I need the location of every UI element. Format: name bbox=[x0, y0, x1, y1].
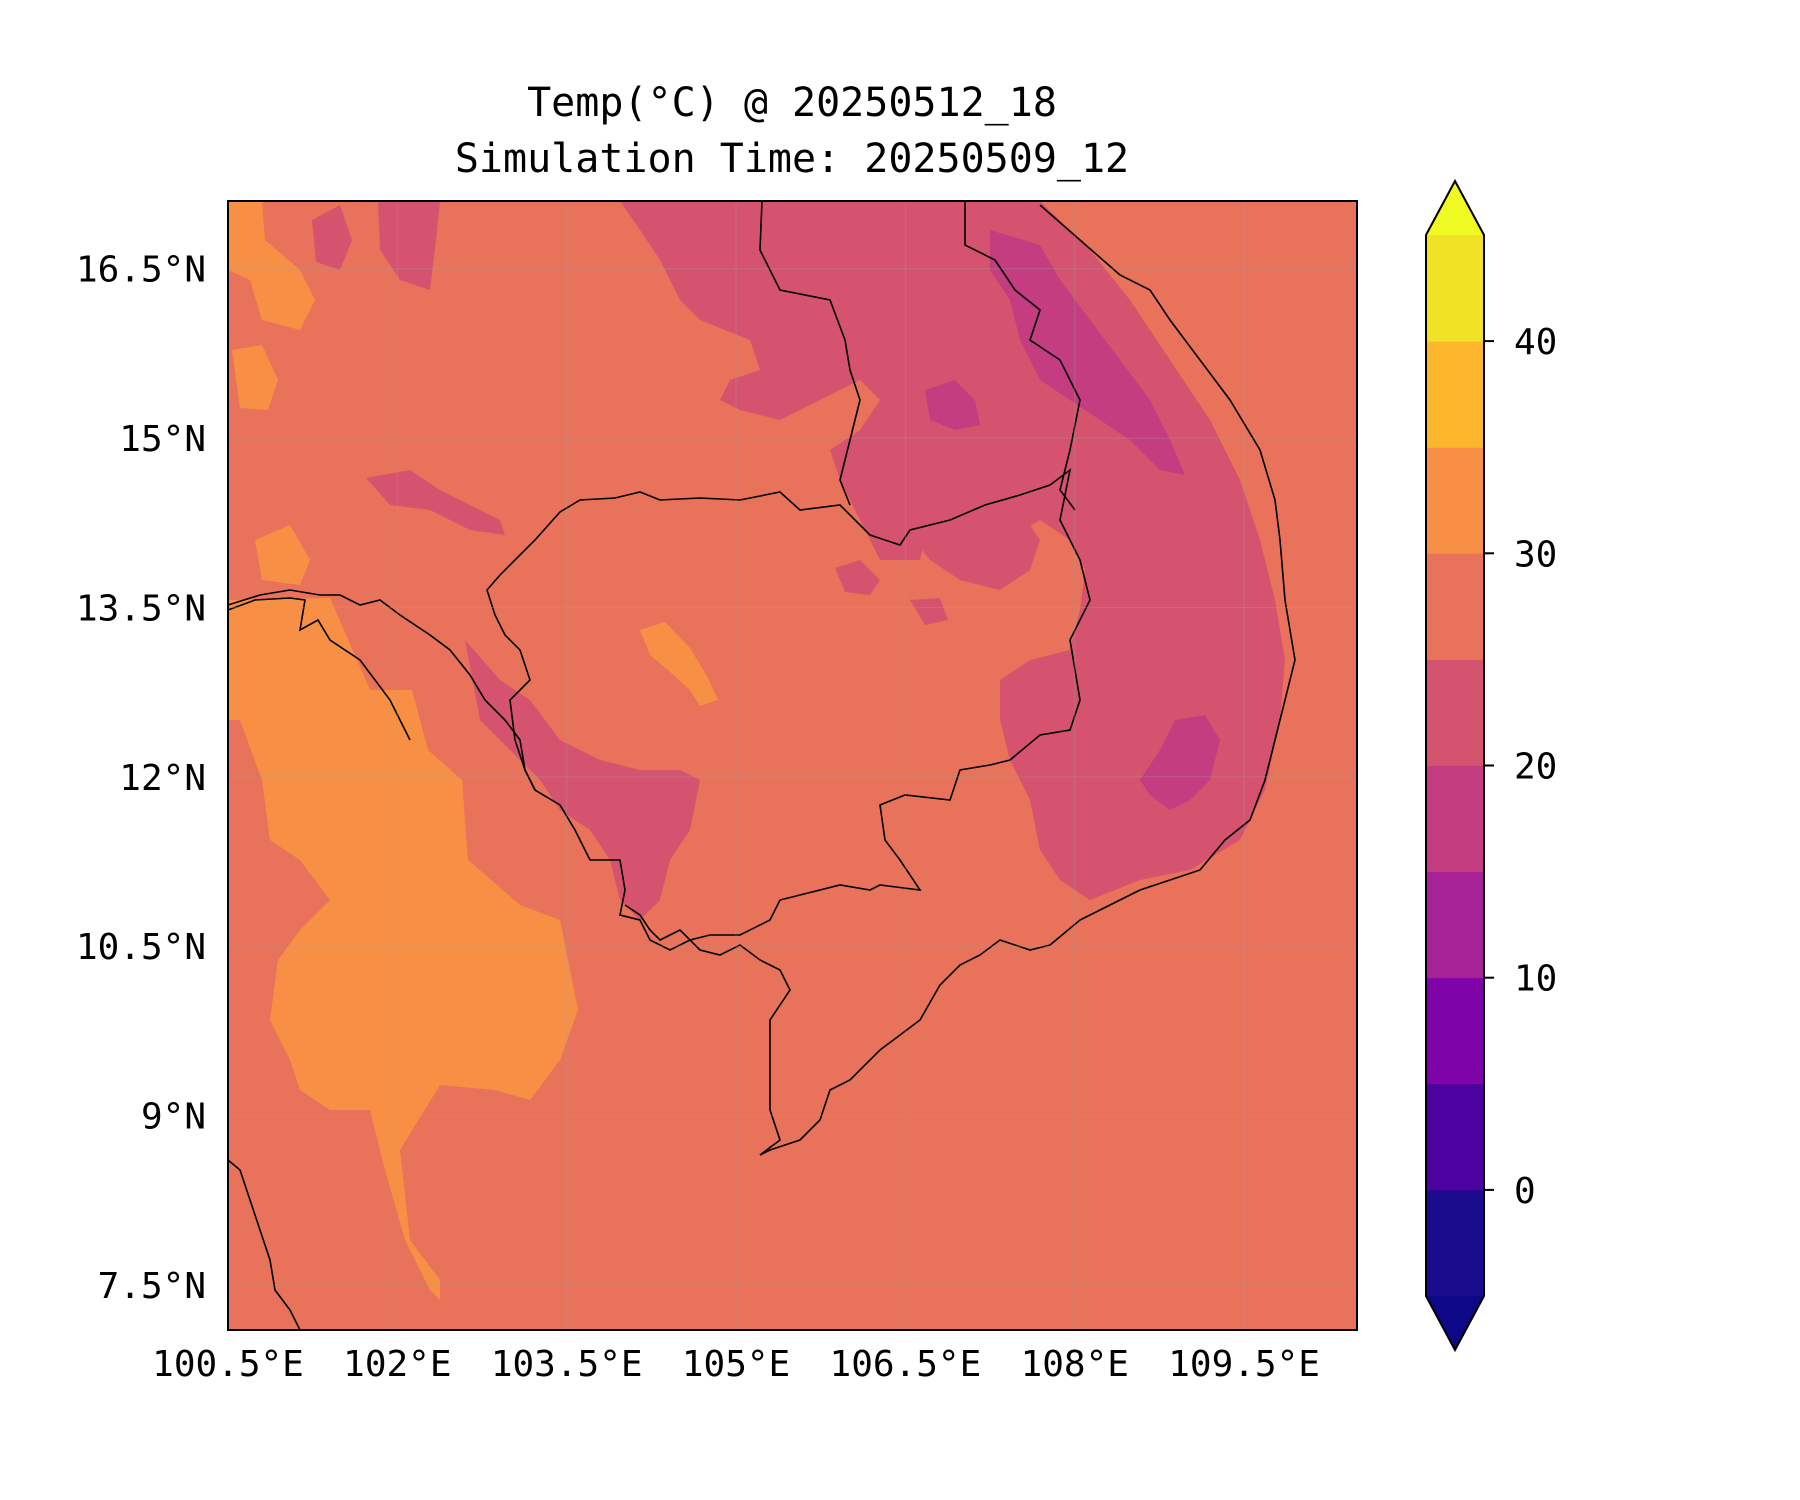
cool-region-tonle bbox=[465, 640, 700, 920]
warm-region-west2 bbox=[255, 525, 310, 585]
coolest-region-south bbox=[1140, 715, 1220, 810]
coolest-region-mid bbox=[925, 380, 980, 430]
cambodia-border bbox=[486, 468, 1091, 951]
colorbar-tick-label: 40 bbox=[1514, 322, 1557, 363]
colorbar-tick-label: 20 bbox=[1514, 747, 1557, 788]
colorbar-segment bbox=[1426, 659, 1484, 766]
title-line-2: Simulation Time: 20250509_12 bbox=[455, 136, 1129, 182]
colorbar-segment bbox=[1426, 765, 1484, 873]
map-frame bbox=[227, 200, 1358, 1331]
colorbar-segment bbox=[1426, 235, 1484, 342]
colorbar-segment bbox=[1426, 1083, 1484, 1191]
colorbar: 40 30 20 10 0 bbox=[1425, 178, 1557, 1353]
gulf-coast bbox=[624, 904, 791, 1156]
cool-region-nw2 bbox=[312, 205, 352, 270]
lon-tick-label: 102°E bbox=[343, 1344, 451, 1385]
map-outlines bbox=[228, 201, 1296, 1330]
malay-coast bbox=[228, 1159, 301, 1330]
lon-tick-label: 103.5°E bbox=[491, 1344, 643, 1385]
lat-tick-label: 13.5°N bbox=[76, 588, 206, 629]
colorbar-extend-over bbox=[1426, 181, 1484, 235]
coolest-region-highland bbox=[990, 230, 1185, 475]
cool-region-w bbox=[366, 470, 505, 535]
colorbar-segment bbox=[1426, 341, 1484, 448]
colorbar-tick-label: 0 bbox=[1514, 1171, 1536, 1212]
lon-tick-label: 105°E bbox=[682, 1344, 790, 1385]
map-grid bbox=[227, 201, 1357, 1330]
colorbar-outline bbox=[1425, 178, 1485, 1353]
laos-vn-border bbox=[964, 201, 1081, 511]
title-line-1: Temp(°C) @ 20250512_18 bbox=[527, 80, 1057, 126]
cool-region-nw bbox=[378, 201, 440, 290]
cool-region-blob bbox=[835, 560, 880, 595]
warm-region-nw bbox=[228, 201, 315, 330]
colorbar-segment bbox=[1426, 447, 1484, 554]
lat-tick-label: 9°N bbox=[141, 1096, 206, 1137]
colorbar-tick-label: 30 bbox=[1514, 534, 1557, 575]
cool-region-blob2 bbox=[910, 598, 948, 625]
lat-tick-labels: 16.5°N 15°N 13.5°N 12°N 10.5°N 9°N 7.5°N bbox=[76, 250, 206, 1307]
colorbar-tick-label: 10 bbox=[1514, 959, 1557, 1000]
colorbar-segment bbox=[1426, 977, 1484, 1085]
colorbar-segment bbox=[1426, 871, 1484, 979]
lon-tick-labels: 100.5°E 102°E 103.5°E 105°E 106.5°E 108°E 109.… bbox=[152, 1344, 1320, 1385]
laos-border bbox=[759, 201, 861, 506]
cool-region-ne-cambodia bbox=[880, 430, 1040, 590]
lon-tick-label: 100.5°E bbox=[152, 1344, 304, 1385]
lat-tick-label: 7.5°N bbox=[98, 1266, 206, 1307]
warm-region-gulf bbox=[228, 598, 578, 1300]
lon-tick-label: 109.5°E bbox=[1168, 1344, 1320, 1385]
thai-border-w bbox=[228, 597, 411, 741]
lat-tick-label: 12°N bbox=[119, 758, 206, 799]
lat-tick-label: 15°N bbox=[119, 419, 206, 460]
thai-border bbox=[228, 589, 536, 791]
lon-tick-label: 106.5°E bbox=[830, 1344, 982, 1385]
colorbar-segment bbox=[1426, 1189, 1484, 1297]
colorbar-extend-under bbox=[1426, 1296, 1484, 1350]
colorbar-segment bbox=[1426, 553, 1484, 660]
lat-tick-label: 10.5°N bbox=[76, 927, 206, 968]
vietnam-coast bbox=[759, 204, 1296, 1156]
lat-tick-label: 16.5°N bbox=[76, 250, 206, 291]
warm-region-cambodia bbox=[640, 622, 718, 706]
warm-region-w bbox=[232, 345, 278, 410]
lon-tick-label: 108°E bbox=[1021, 1344, 1129, 1385]
